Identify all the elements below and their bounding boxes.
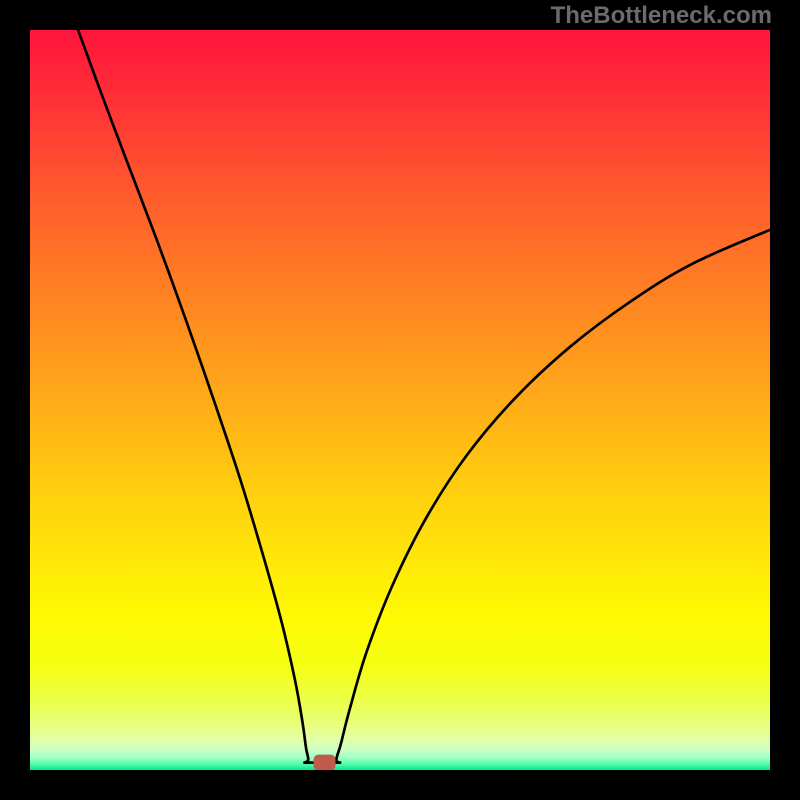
gradient-background <box>30 30 770 770</box>
plot-area <box>30 30 770 770</box>
chart-container: TheBottleneck.com <box>0 0 800 800</box>
watermark-text: TheBottleneck.com <box>551 2 772 30</box>
optimum-marker <box>314 755 336 770</box>
plot-svg <box>30 30 770 770</box>
